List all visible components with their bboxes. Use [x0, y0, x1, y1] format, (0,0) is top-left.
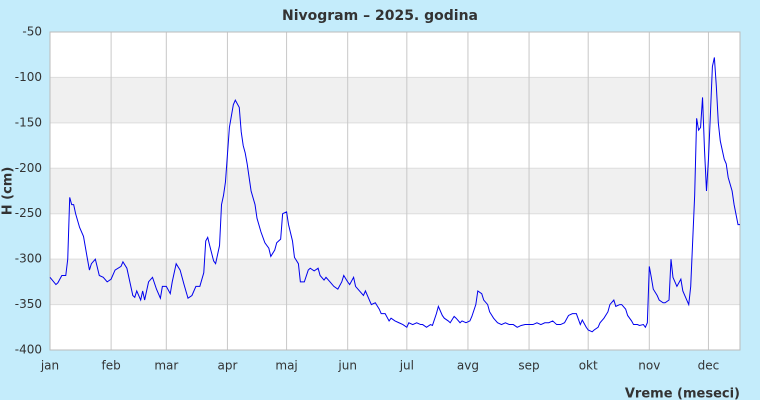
- y-tick-label: -200: [15, 161, 42, 175]
- x-tick-label: jul: [399, 359, 414, 373]
- x-tick-label: apr: [217, 359, 237, 373]
- x-tick-label: nov: [638, 359, 660, 373]
- grid: [49, 31, 740, 351]
- x-tick-label: maj: [275, 359, 297, 373]
- x-tick-label: okt: [579, 359, 598, 373]
- grid-band: [50, 168, 740, 214]
- x-tick-label: mar: [154, 359, 178, 373]
- y-axis-title: H (cm): [1, 167, 16, 216]
- line-series: [49, 57, 740, 333]
- plot-frame: [49, 31, 741, 351]
- x-axis-title: Vreme (meseci): [625, 387, 740, 400]
- grid-band: [50, 259, 740, 305]
- grid-band: [50, 77, 740, 123]
- y-tick-label: -350: [15, 297, 42, 311]
- chart-title: Nivogram – 2025. godina: [282, 8, 478, 24]
- y-tick-label: -50: [22, 25, 42, 39]
- y-tick-label: -100: [15, 70, 42, 84]
- x-tick-label: jun: [337, 359, 357, 373]
- y-tick-label: -300: [15, 252, 42, 266]
- y-tick-label: -400: [15, 343, 42, 357]
- x-tick-label: avg: [457, 359, 479, 373]
- y-tick-label: -150: [15, 115, 42, 129]
- y-tick-label: -250: [15, 206, 42, 220]
- x-tick-label: jan: [40, 359, 59, 373]
- x-tick-label: dec: [698, 359, 720, 373]
- x-tick-label: sep: [518, 359, 539, 373]
- x-tick-label: feb: [101, 359, 120, 373]
